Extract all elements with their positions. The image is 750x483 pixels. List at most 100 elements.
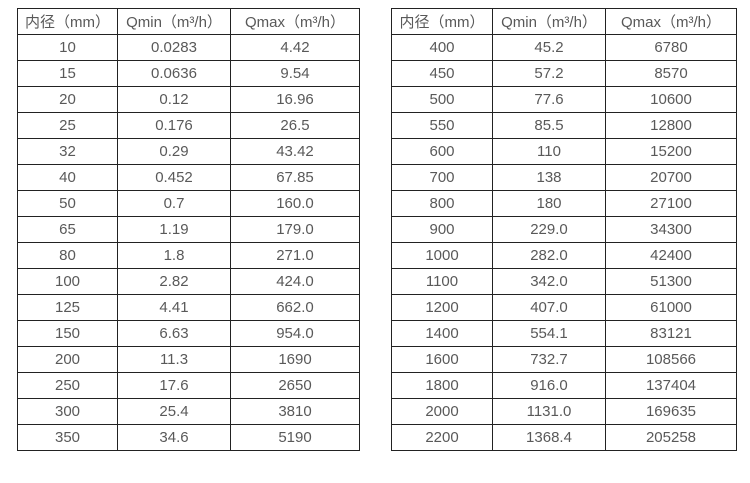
header-qmin: Qmin（m³/h） bbox=[117, 8, 231, 35]
table-cell: 34.6 bbox=[117, 424, 231, 451]
table-cell: 50 bbox=[17, 190, 118, 217]
table-cell: 0.7 bbox=[117, 190, 231, 217]
table-cell: 0.0283 bbox=[117, 34, 231, 61]
table-row: 450 57.2 8570 bbox=[391, 60, 737, 87]
table-cell: 77.6 bbox=[492, 86, 606, 113]
table-cell: 2650 bbox=[230, 372, 360, 399]
table-row: 1600 732.7 108566 bbox=[391, 346, 737, 373]
table-row: 100 2.82 424.0 bbox=[17, 268, 360, 295]
table-cell: 0.176 bbox=[117, 112, 231, 139]
table-cell: 12800 bbox=[605, 112, 737, 139]
table-cell: 32 bbox=[17, 138, 118, 165]
table-cell: 1.8 bbox=[117, 242, 231, 269]
table-row: 150 6.63 954.0 bbox=[17, 320, 360, 347]
table-cell: 407.0 bbox=[492, 294, 606, 321]
table-cell: 424.0 bbox=[230, 268, 360, 295]
table-cell: 954.0 bbox=[230, 320, 360, 347]
flow-table-large: 内径（mm） Qmin（m³/h） Qmax（m³/h） 400 45.2 6780… bbox=[391, 8, 737, 451]
table-row: 65 1.19 179.0 bbox=[17, 216, 360, 243]
table-cell: 9.54 bbox=[230, 60, 360, 87]
table-cell: 26.5 bbox=[230, 112, 360, 139]
table-cell: 25.4 bbox=[117, 398, 231, 425]
table-row: 25 0.176 26.5 bbox=[17, 112, 360, 139]
table-cell: 700 bbox=[391, 164, 493, 191]
table-cell: 350 bbox=[17, 424, 118, 451]
table-cell: 342.0 bbox=[492, 268, 606, 295]
table-cell: 85.5 bbox=[492, 112, 606, 139]
table-cell: 34300 bbox=[605, 216, 737, 243]
table-cell: 27100 bbox=[605, 190, 737, 217]
table-cell: 138 bbox=[492, 164, 606, 191]
table-row: 1200 407.0 61000 bbox=[391, 294, 737, 321]
table-cell: 1000 bbox=[391, 242, 493, 269]
table-cell: 17.6 bbox=[117, 372, 231, 399]
table-cell: 732.7 bbox=[492, 346, 606, 373]
table-row: 500 77.6 10600 bbox=[391, 86, 737, 113]
table-cell: 1.19 bbox=[117, 216, 231, 243]
table-row: 50 0.7 160.0 bbox=[17, 190, 360, 217]
table-cell: 20 bbox=[17, 86, 118, 113]
table-cell: 160.0 bbox=[230, 190, 360, 217]
table-cell: 6.63 bbox=[117, 320, 231, 347]
table-cell: 45.2 bbox=[492, 34, 606, 61]
table-cell: 25 bbox=[17, 112, 118, 139]
table-cell: 200 bbox=[17, 346, 118, 373]
table-cell: 250 bbox=[17, 372, 118, 399]
table-cell: 80 bbox=[17, 242, 118, 269]
table-cell: 67.85 bbox=[230, 164, 360, 191]
header-diameter: 内径（mm） bbox=[17, 8, 118, 35]
table-row: 700 138 20700 bbox=[391, 164, 737, 191]
table-cell: 125 bbox=[17, 294, 118, 321]
table-cell: 229.0 bbox=[492, 216, 606, 243]
table-row: 20 0.12 16.96 bbox=[17, 86, 360, 113]
table-cell: 2000 bbox=[391, 398, 493, 425]
flow-table-small: 内径（mm） Qmin（m³/h） Qmax（m³/h） 10 0.0283 4.4… bbox=[17, 8, 360, 451]
table-cell: 4.42 bbox=[230, 34, 360, 61]
table-cell: 179.0 bbox=[230, 216, 360, 243]
table-row: 1100 342.0 51300 bbox=[391, 268, 737, 295]
table-cell: 5190 bbox=[230, 424, 360, 451]
table-row: 40 0.452 67.85 bbox=[17, 164, 360, 191]
table-cell: 1400 bbox=[391, 320, 493, 347]
header-qmin: Qmin（m³/h） bbox=[492, 8, 606, 35]
table-cell: 110 bbox=[492, 138, 606, 165]
table-cell: 2200 bbox=[391, 424, 493, 451]
header-row: 内径（mm） Qmin（m³/h） Qmax（m³/h） bbox=[17, 8, 360, 35]
table-row: 15 0.0636 9.54 bbox=[17, 60, 360, 87]
table-cell: 282.0 bbox=[492, 242, 606, 269]
table-cell: 300 bbox=[17, 398, 118, 425]
table-cell: 1200 bbox=[391, 294, 493, 321]
table-cell: 1368.4 bbox=[492, 424, 606, 451]
table-cell: 51300 bbox=[605, 268, 737, 295]
table-cell: 1600 bbox=[391, 346, 493, 373]
table-cell: 61000 bbox=[605, 294, 737, 321]
table-cell: 11.3 bbox=[117, 346, 231, 373]
table-cell: 1100 bbox=[391, 268, 493, 295]
table-cell: 205258 bbox=[605, 424, 737, 451]
table-row: 400 45.2 6780 bbox=[391, 34, 737, 61]
table-cell: 43.42 bbox=[230, 138, 360, 165]
table-cell: 550 bbox=[391, 112, 493, 139]
table-row: 1000 282.0 42400 bbox=[391, 242, 737, 269]
table-cell: 800 bbox=[391, 190, 493, 217]
table-cell: 83121 bbox=[605, 320, 737, 347]
table-cell: 1690 bbox=[230, 346, 360, 373]
table-cell: 57.2 bbox=[492, 60, 606, 87]
table-row: 250 17.6 2650 bbox=[17, 372, 360, 399]
header-qmax: Qmax（m³/h） bbox=[230, 8, 360, 35]
table-row: 80 1.8 271.0 bbox=[17, 242, 360, 269]
table-row: 1400 554.1 83121 bbox=[391, 320, 737, 347]
table-cell: 42400 bbox=[605, 242, 737, 269]
table-body: 10 0.0283 4.42 15 0.0636 9.54 20 0.12 16.96 25 0.1… bbox=[17, 34, 360, 451]
table-row: 2000 1131.0 169635 bbox=[391, 398, 737, 425]
table-row: 350 34.6 5190 bbox=[17, 424, 360, 451]
table-cell: 0.29 bbox=[117, 138, 231, 165]
table-cell: 15200 bbox=[605, 138, 737, 165]
header-row: 内径（mm） Qmin（m³/h） Qmax（m³/h） bbox=[391, 8, 737, 35]
table-cell: 271.0 bbox=[230, 242, 360, 269]
table-cell: 40 bbox=[17, 164, 118, 191]
table-cell: 1131.0 bbox=[492, 398, 606, 425]
table-cell: 10600 bbox=[605, 86, 737, 113]
table-cell: 15 bbox=[17, 60, 118, 87]
table-row: 300 25.4 3810 bbox=[17, 398, 360, 425]
